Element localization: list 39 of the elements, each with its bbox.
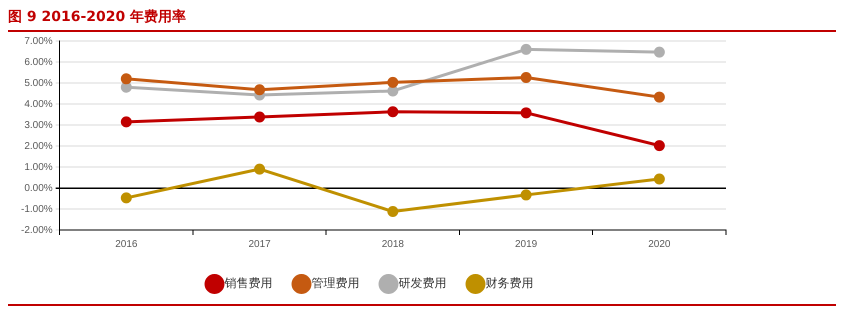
y-tick-label: 7.00%	[24, 36, 53, 47]
point	[254, 112, 266, 123]
y-tick-label: -2.00%	[20, 224, 53, 236]
point	[654, 46, 665, 58]
point	[254, 84, 266, 96]
point	[654, 140, 665, 152]
point	[520, 189, 532, 200]
point	[120, 82, 132, 93]
point	[120, 192, 132, 204]
legend-label: 管理费用	[312, 276, 360, 290]
x-tick-label: 2019	[514, 238, 538, 250]
legend-label: 销售费用	[224, 276, 272, 290]
legend-label: 研发费用	[398, 276, 446, 290]
point	[387, 106, 398, 118]
y-tick-label: 4.00%	[24, 98, 53, 110]
chart-title: 图 9 2016-2020 年费用率	[8, 8, 188, 27]
point	[520, 44, 532, 55]
point	[520, 72, 532, 84]
x-tick-label: 2016	[115, 238, 138, 250]
y-tick-label: 5.00%	[24, 78, 53, 89]
point	[654, 173, 665, 184]
y-tick-label: -1.00%	[20, 204, 53, 215]
point	[387, 76, 398, 88]
point	[120, 116, 132, 128]
point	[387, 85, 398, 96]
point	[120, 73, 132, 84]
y-tick-label: 0.00%	[24, 182, 53, 194]
y-tick-label: 1.00%	[24, 162, 53, 173]
y-tick-label: 6.00%	[24, 56, 53, 68]
legend-label: 财务费用	[486, 276, 534, 290]
point	[387, 206, 398, 218]
x-tick-label: 2017	[248, 238, 272, 250]
y-tick-label: 2.00%	[24, 140, 53, 152]
x-tick-label: 2018	[382, 238, 404, 250]
x-tick-label: 2020	[648, 238, 671, 250]
point	[254, 164, 266, 175]
point	[654, 92, 665, 103]
point	[520, 107, 532, 118]
y-tick-label: 3.00%	[24, 120, 53, 131]
